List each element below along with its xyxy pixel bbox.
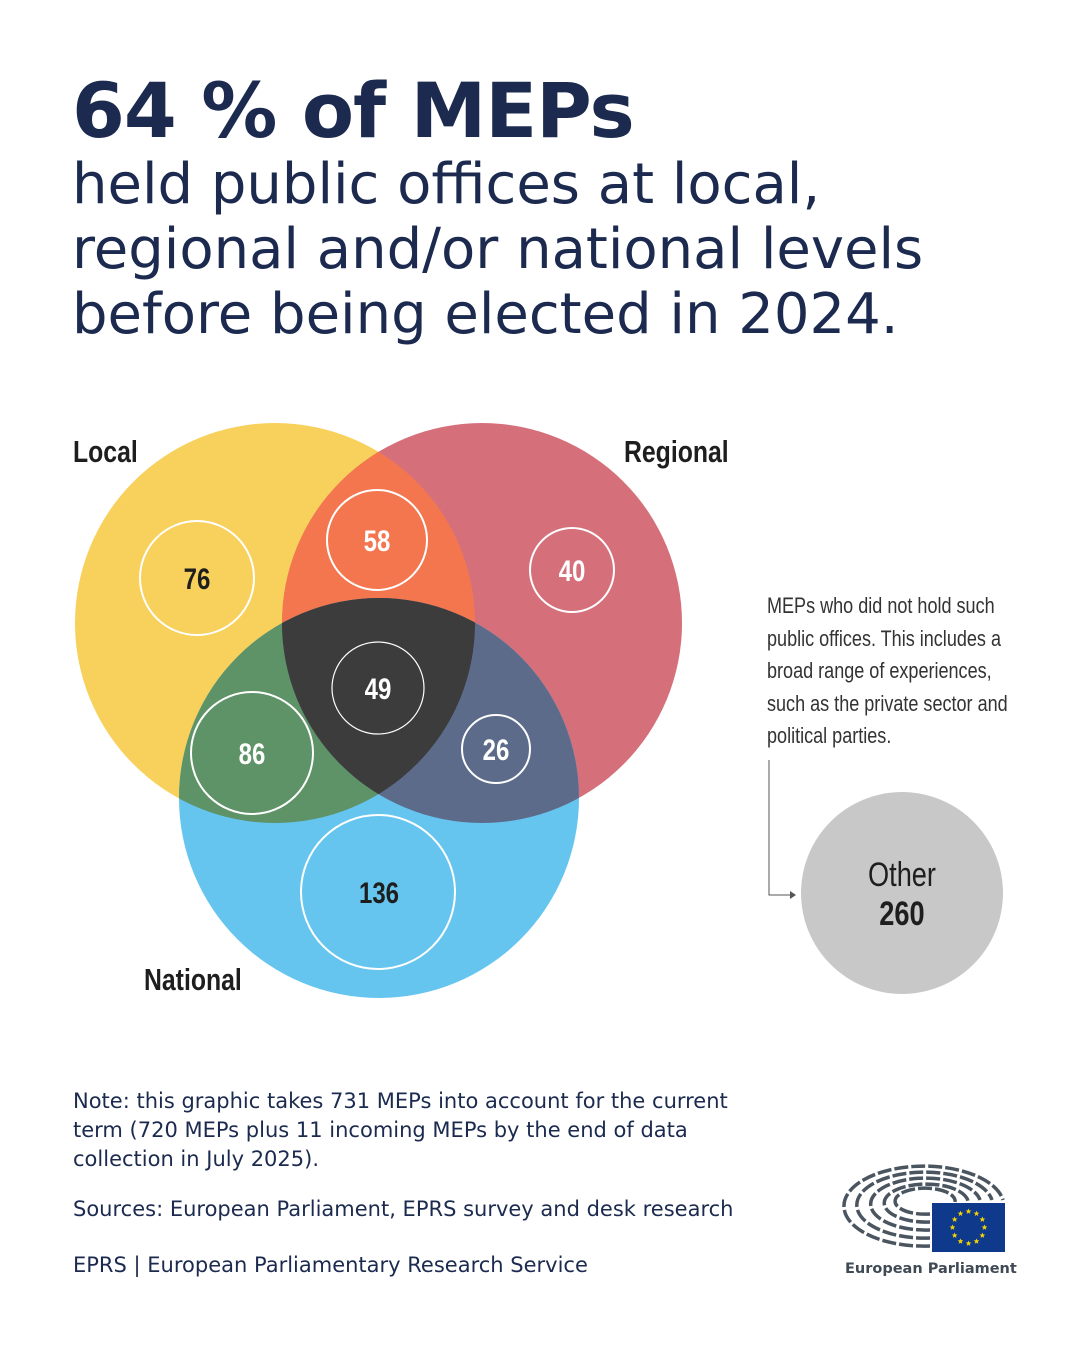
other-description: MEPs who did not hold such public office… (767, 593, 1008, 748)
value-regional-national: 26 (483, 732, 510, 766)
logo-text: European Parliament (845, 1261, 1017, 1277)
star-icon (949, 1224, 956, 1230)
label-local: Local (73, 434, 138, 468)
value-local-regional: 58 (364, 523, 391, 557)
star-icon (951, 1232, 958, 1238)
other-circle (801, 792, 1003, 994)
region-ring-regional-national (461, 714, 531, 784)
region-ring-local-regional (326, 489, 428, 591)
other-label: Other (868, 855, 936, 894)
value-local-national: 86 (239, 736, 266, 770)
page-title: 64 % of MEPs (72, 66, 635, 155)
connector-line (768, 760, 792, 896)
star-icon (951, 1216, 958, 1222)
value-local-only: 76 (184, 561, 211, 595)
star-icon (965, 1208, 972, 1214)
footnote: Note: this graphic takes 731 MEPs into a… (73, 1089, 728, 1171)
eu-stars-icon (949, 1208, 988, 1246)
label-national: National (144, 962, 242, 996)
value-national-only: 136 (359, 875, 399, 909)
star-icon (957, 1210, 964, 1217)
page-subtitle: held public offices at local, regional a… (72, 152, 924, 347)
european-parliament-logo (842, 1164, 1005, 1248)
label-regional: Regional (624, 434, 729, 468)
region-ring-all (331, 641, 425, 735)
star-icon (965, 1240, 972, 1246)
publisher: EPRS | European Parliamentary Research S… (73, 1253, 588, 1277)
star-icon (973, 1210, 980, 1217)
star-icon (979, 1232, 986, 1238)
star-icon (981, 1224, 988, 1230)
star-icon (957, 1238, 964, 1244)
value-regional-only: 40 (559, 553, 586, 587)
region-ring-national (300, 814, 456, 970)
region-ring-regional (529, 527, 615, 613)
arrow-icon (790, 891, 796, 899)
other-value: 260 (879, 894, 924, 933)
region-ring-local (139, 520, 255, 636)
value-all-three: 49 (365, 671, 392, 705)
star-icon (979, 1216, 986, 1222)
star-icon (973, 1238, 980, 1244)
region-ring-local-national (190, 691, 314, 815)
sources: Sources: European Parliament, EPRS surve… (73, 1197, 734, 1221)
